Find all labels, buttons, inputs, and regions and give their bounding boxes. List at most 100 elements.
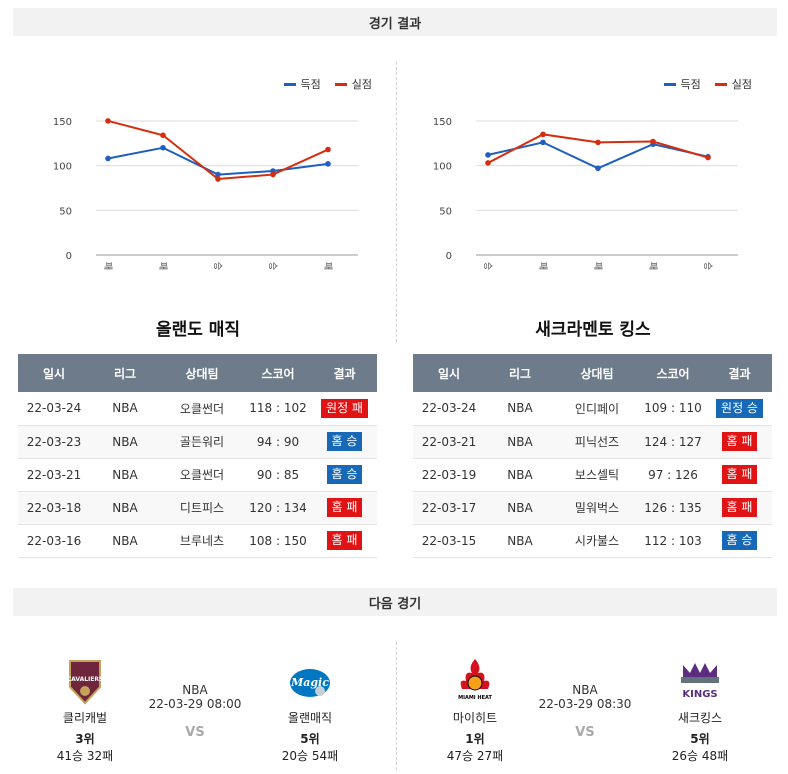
y-tick-label: 0 <box>446 251 452 262</box>
home-team-rank: 3위 <box>75 732 95 746</box>
vs-label: VS <box>575 725 595 740</box>
cell-league: NBA <box>485 458 555 492</box>
next-game-card[interactable]: CAVALIERS 클리캐벌 3위 41승 32패 NBA 22-03-29 0… <box>10 655 390 765</box>
cell-score: 90 : 85 <box>244 458 312 492</box>
vs-label: VS <box>185 725 205 740</box>
cell-score: 118 : 102 <box>244 392 312 426</box>
cell-date: 22-03-23 <box>18 425 90 459</box>
y-tick-label: 150 <box>53 117 72 128</box>
home-team-record: 47승 27패 <box>446 749 504 763</box>
result-badge: 홈 패 <box>326 531 363 550</box>
cell-opponent: 보스셀틱 <box>555 458 639 492</box>
x-tick-label: 패 <box>322 262 333 270</box>
cell-result: 원정 승 <box>707 392 772 426</box>
home-team[interactable]: MIAMI HEAT 마이히트 1위 47승 27패 <box>420 655 530 764</box>
cell-opponent: 오클썬더 <box>160 392 244 426</box>
svg-text:Magic: Magic <box>290 676 329 689</box>
conceded-point <box>485 160 491 166</box>
y-tick-label: 100 <box>53 162 72 173</box>
result-badge: 홈 패 <box>721 465 758 484</box>
legend-conceded-label: 실점 <box>731 78 752 91</box>
result-badge: 홈 패 <box>326 498 363 517</box>
left-team-title: 올랜도 매직 <box>155 320 241 340</box>
cell-opponent: 브루네츠 <box>160 524 244 558</box>
left-chart-svg: 0 50 100 150 패 패 승 승 패 <box>53 117 358 270</box>
header-league: 리그 <box>485 354 555 392</box>
legend-scored: 득점 <box>663 76 701 92</box>
result-badge: 홈 패 <box>721 498 758 517</box>
scored-point <box>105 155 111 162</box>
scored-point <box>540 139 546 146</box>
cell-date: 22-03-21 <box>18 458 90 492</box>
x-tick-label: 승 <box>482 262 493 270</box>
svg-text:MIAMI HEAT: MIAMI HEAT <box>458 695 492 701</box>
conceded-point <box>325 146 331 153</box>
table-row: 22-03-23 NBA 골든워리 94 : 90 홈 승 <box>18 425 377 459</box>
cell-opponent: 골든워리 <box>160 425 244 459</box>
results-section-title: 경기 결과 <box>368 16 422 32</box>
cell-score: 97 : 126 <box>639 458 707 492</box>
legend-scored-label: 득점 <box>300 78 321 91</box>
cell-result: 홈 패 <box>707 425 772 459</box>
cell-league: NBA <box>485 425 555 459</box>
results-section-header: 경기 결과 <box>13 8 777 36</box>
cell-opponent: 피닉선즈 <box>555 425 639 459</box>
conceded-series-line <box>107 119 329 181</box>
column-divider <box>396 62 397 342</box>
magic-logo-icon: Magic <box>287 655 333 705</box>
match-info: NBA 22-03-29 08:00 VS <box>140 683 250 740</box>
svg-text:CAVALIERS: CAVALIERS <box>67 676 104 683</box>
y-tick-label: 50 <box>439 206 452 217</box>
next-game-card[interactable]: MIAMI HEAT 마이히트 1위 47승 27패 NBA 22-03-29 … <box>400 655 780 765</box>
away-team-rank: 5위 <box>300 732 320 746</box>
result-badge: 홈 승 <box>721 531 758 550</box>
scored-point <box>485 152 491 158</box>
chart-legend: 득점 실점 <box>663 76 752 92</box>
result-badge: 홈 승 <box>326 465 363 484</box>
cell-score: 124 : 127 <box>639 425 707 459</box>
header-opponent: 상대팀 <box>555 354 639 392</box>
legend-scored-label: 득점 <box>680 78 701 91</box>
home-team[interactable]: CAVALIERS 클리캐벌 3위 41승 32패 <box>30 655 140 764</box>
table-row: 22-03-18 NBA 디트피스 120 : 134 홈 패 <box>18 491 377 525</box>
heat-logo-icon: MIAMI HEAT <box>452 655 498 705</box>
y-tick-label: 0 <box>66 251 72 262</box>
cell-league: NBA <box>90 524 160 558</box>
next-games-section-header: 다음 경기 <box>13 588 777 616</box>
cell-score: 109 : 110 <box>639 392 707 426</box>
cell-date: 22-03-21 <box>413 425 485 459</box>
scored-point <box>215 171 221 178</box>
left-team-score-chart: 득점 실점 0 50 100 150 패 패 승 승 패 <box>30 60 390 280</box>
away-team-record: 26승 48패 <box>671 749 729 763</box>
y-tick-label: 50 <box>59 206 72 217</box>
result-badge: 홈 패 <box>721 432 758 451</box>
header-result: 결과 <box>707 354 772 392</box>
right-team-results-table: 일시 리그 상대팀 스코어 결과 22-03-24 NBA 인디페이 109 : 11… <box>413 354 772 558</box>
cell-date: 22-03-24 <box>413 392 485 426</box>
cell-score: 108 : 150 <box>244 524 312 558</box>
conceded-point <box>270 171 276 178</box>
home-team-name: 클리캐벌 <box>62 711 108 725</box>
x-tick-label: 패 <box>157 262 168 270</box>
cell-date: 22-03-15 <box>413 524 485 558</box>
away-team[interactable]: KINGS 새크킹스 5위 26승 48패 <box>645 655 755 764</box>
away-team-name: 새크킹스 <box>677 711 723 725</box>
header-date: 일시 <box>18 354 90 392</box>
table-row: 22-03-21 NBA 피닉선즈 124 : 127 홈 패 <box>413 425 772 459</box>
cell-result: 홈 승 <box>312 458 377 492</box>
header-opponent: 상대팀 <box>160 354 244 392</box>
cell-opponent: 시카불스 <box>555 524 639 558</box>
cell-opponent: 오클썬더 <box>160 458 244 492</box>
x-tick-label: 승 <box>212 262 223 270</box>
legend-scored: 득점 <box>283 76 321 92</box>
cell-result: 홈 패 <box>707 458 772 492</box>
cell-league: NBA <box>485 524 555 558</box>
match-datetime: 22-03-29 08:00 <box>148 697 242 711</box>
away-team[interactable]: Magic 올랜매직 5위 20승 54패 <box>255 655 365 764</box>
x-tick-label: 패 <box>592 262 603 270</box>
legend-conceded-swatch <box>334 82 347 86</box>
next-games-section-title: 다음 경기 <box>368 596 422 612</box>
away-team-record: 20승 54패 <box>281 749 339 763</box>
conceded-point <box>595 139 601 146</box>
cell-opponent: 디트피스 <box>160 491 244 525</box>
